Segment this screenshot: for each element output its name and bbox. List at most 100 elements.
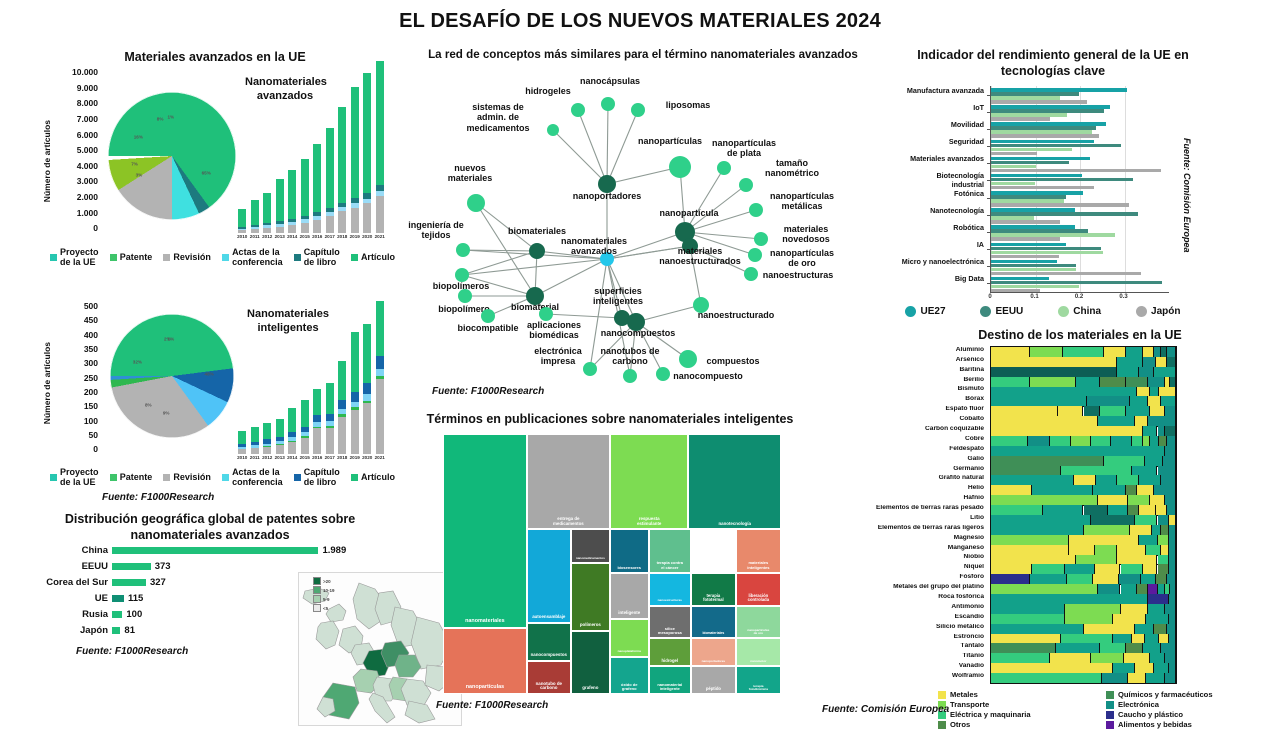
legend-label: EEUU xyxy=(995,306,1024,317)
heatmap-cell xyxy=(1150,386,1160,397)
legend-label: Actas de la conferencia xyxy=(232,247,283,267)
bar-segment-actas-de-la-conferencia xyxy=(288,437,296,441)
heatmap-cell xyxy=(1090,515,1136,525)
panel-title-treemap: Términos en publicaciones sobre nanomate… xyxy=(426,412,794,426)
heatmap-cell xyxy=(1126,643,1143,654)
stacked-bar xyxy=(325,382,334,454)
heatmap-cell xyxy=(991,465,1062,476)
axis-tick xyxy=(987,94,991,96)
heatmap-cell xyxy=(1126,376,1149,387)
heatmap-material-label: Helio xyxy=(967,485,984,492)
heatmap-cell xyxy=(1028,435,1051,446)
performance-bar-china xyxy=(991,250,1104,255)
heatmap-cell xyxy=(1076,554,1117,565)
bar-segment-capítulo-de-libro xyxy=(238,444,246,447)
heatmap-cell xyxy=(991,613,1065,624)
heatmap-cell xyxy=(1164,673,1176,683)
heatmap-cell xyxy=(1142,435,1151,446)
legend-item-metales: Metales xyxy=(938,690,1090,699)
heatmap-cell xyxy=(1166,356,1176,367)
heatmap-cell xyxy=(1055,643,1101,654)
bar-segment-patente xyxy=(363,400,371,404)
y-tick-label: 450 xyxy=(83,315,98,326)
bar-segment-actas-de-la-conferencia xyxy=(350,401,359,408)
stacked-bar xyxy=(288,169,296,233)
network-node-label: nanocompuesto xyxy=(673,371,743,381)
x-tick-year: 2015 xyxy=(299,455,310,460)
legend-label: Otros xyxy=(950,720,971,729)
stacked-bar xyxy=(275,179,284,233)
treemap-cell: terapia contra el cáncer xyxy=(648,529,692,573)
y-tick-label: 200 xyxy=(83,387,98,398)
legend-rendimiento: UE27 EEUU China Japón xyxy=(888,306,1198,317)
legend-swatch xyxy=(938,710,946,719)
x-tick-year: 2017 xyxy=(324,234,335,239)
performance-category-label: Manufactura avanzada xyxy=(906,85,984,95)
heatmap-cell xyxy=(991,603,1065,614)
stacked-bar xyxy=(238,209,246,233)
network-node xyxy=(467,194,485,212)
treemap-cell: liberación controlada xyxy=(735,572,781,606)
bar-segment-artículo xyxy=(375,300,384,357)
axis-tick xyxy=(987,214,991,216)
network-node-label: nanopartículas de plata xyxy=(711,138,776,159)
map-legend-swatch xyxy=(313,577,321,585)
heatmap-cell xyxy=(1157,515,1169,525)
network-node-label: biopolímero xyxy=(438,304,490,314)
patent-country-label: Japón xyxy=(80,625,108,636)
pie-slice-label: 1% xyxy=(167,114,175,120)
panel-rendimiento: Indicador del rendimiento general de la … xyxy=(880,48,1280,328)
bar-segment-capítulo-de-libro xyxy=(338,202,346,208)
heatmap-cell xyxy=(1166,347,1176,357)
heatmap-cell xyxy=(1164,495,1176,506)
treemap-cell-label: nanopartículas xyxy=(465,684,505,691)
legend-label: Patente xyxy=(119,471,153,482)
heatmap-cell xyxy=(991,515,1091,525)
stacked-bar xyxy=(313,143,321,233)
x-tick-year: 2021 xyxy=(374,234,385,239)
heatmap-cell xyxy=(1090,653,1125,664)
heatmap-cell xyxy=(1155,356,1167,367)
heatmap-material-label: Hafnio xyxy=(963,495,984,502)
heatmap-cell xyxy=(1150,406,1165,417)
legend-label: Revisión xyxy=(173,471,211,482)
network-node xyxy=(679,350,697,368)
heatmap-cell xyxy=(1157,554,1169,565)
network-node-label: sistemas de admin. de medicamentos xyxy=(466,102,530,133)
heatmap-cell xyxy=(991,564,1032,575)
treemap-cell-label: nanocompuestos xyxy=(530,652,567,658)
heatmap-cell xyxy=(991,347,1030,357)
heatmap-cell xyxy=(1113,663,1136,674)
heatmap-cell xyxy=(991,356,1117,367)
heatmap-cell xyxy=(1113,633,1132,644)
bar-segment-artículo xyxy=(325,382,334,414)
legend-label: Electrónica xyxy=(1118,700,1159,709)
panel-destino: Destino de los materiales en la UE Alumi… xyxy=(822,322,1280,729)
network-node xyxy=(529,243,545,259)
stacked-bar xyxy=(250,427,259,454)
heatmap-cell xyxy=(1140,574,1156,585)
heatmap-cell xyxy=(1029,574,1067,585)
axis-tick xyxy=(987,163,991,165)
bar-segment-capítulo-de-libro xyxy=(363,193,371,199)
bar-segment-actas-de-la-conferencia xyxy=(238,228,246,231)
heatmap-cell xyxy=(1116,554,1158,565)
heatmap-cell xyxy=(1094,544,1117,555)
heatmap-cell xyxy=(1126,485,1138,496)
treemap-cell-label: nanoestructuras xyxy=(657,598,682,603)
legend-label: Japón xyxy=(1151,306,1181,317)
bar-segment-actas-de-la-conferencia xyxy=(338,207,346,212)
stacked-bar xyxy=(300,158,309,233)
heatmap-cell xyxy=(991,376,1030,387)
performance-bar-japón xyxy=(991,134,1100,138)
treemap-cell: biomateriales xyxy=(691,605,736,639)
map-legend-swatch xyxy=(313,604,321,612)
network-node xyxy=(547,124,559,136)
network-node-label: nanoportadores xyxy=(572,191,642,201)
network-node-label: nanopartículas de oro xyxy=(769,248,834,269)
heatmap-cell xyxy=(1157,584,1165,595)
bar-segment-patente xyxy=(300,436,309,438)
patent-country-label: EEUU xyxy=(81,561,108,572)
axis-tick xyxy=(987,266,991,268)
stacked-bar xyxy=(288,407,296,454)
